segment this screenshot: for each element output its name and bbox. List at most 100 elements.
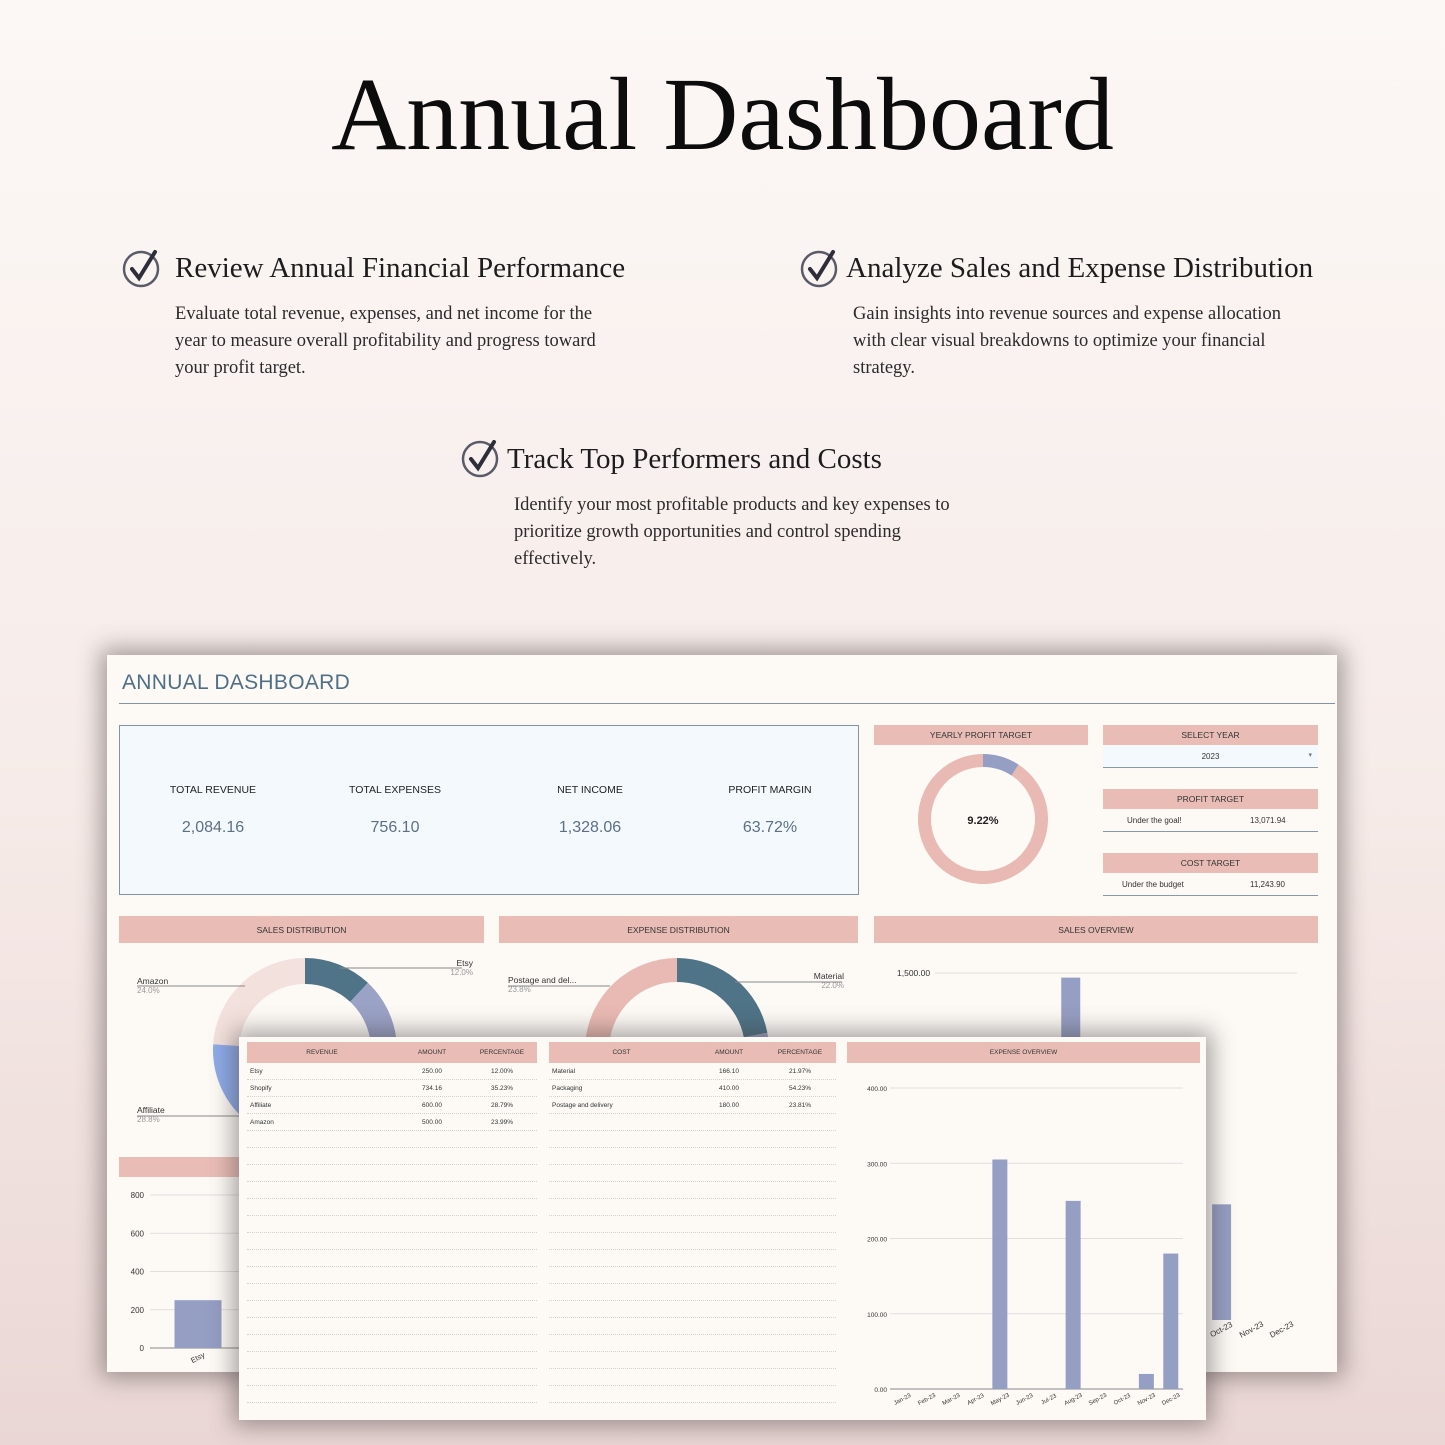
table-cell-value: 35.23%: [490, 1084, 514, 1092]
x-tick-label: Jan-23: [893, 1393, 913, 1407]
empty-row: [247, 1165, 537, 1182]
empty-row: [247, 1318, 537, 1335]
x-tick-label: Apr-23: [967, 1393, 986, 1407]
empty-row: [247, 1335, 537, 1352]
expense-overview-header: EXPENSE OVERVIEW: [847, 1042, 1200, 1063]
x-tick-label: Jul-23: [1041, 1393, 1059, 1406]
feature-text: Identify your most profitable products a…: [514, 495, 950, 569]
cost-target-amount: 11,243.90: [1250, 879, 1285, 889]
kpi-value: 1,328.06: [558, 819, 622, 836]
check-circle-icon: [461, 440, 499, 478]
empty-row: [549, 1216, 836, 1233]
cost-target-header: COST TARGET: [1103, 853, 1318, 873]
bar-dec-23: [1163, 1253, 1179, 1389]
profit-target-header: PROFIT TARGET: [1103, 789, 1318, 809]
empty-row: [549, 1233, 836, 1250]
table-row: Shopify 734.16 35.23%: [247, 1080, 537, 1097]
kpi-label: PROFIT MARGIN: [728, 784, 812, 796]
table-row: Postage and delivery 180.00 23.81%: [549, 1097, 836, 1114]
bar-aug-23: [1065, 1200, 1081, 1389]
table-cell-value: 734.16: [422, 1084, 442, 1092]
feature-text: Evaluate total revenue, expenses, and ne…: [175, 304, 596, 378]
kpi-label: TOTAL EXPENSES: [348, 784, 441, 796]
table-cell-value: 21.97%: [788, 1067, 812, 1075]
table-cell-value: 180.00: [719, 1101, 739, 1109]
empty-row: [247, 1267, 537, 1284]
table-row: Affiliate 600.00 28.79%: [247, 1097, 537, 1114]
empty-row: [549, 1114, 836, 1131]
kpi-net-income: NET INCOME 1,328.06: [500, 784, 680, 837]
sales-overview-header: SALES OVERVIEW: [874, 916, 1318, 943]
detail-panel: REVENUE AMOUNT PERCENTAGE Etsy 250.00 12.00%…: [239, 1037, 1206, 1420]
affiliate-label: Affiliate 28.8%: [137, 1105, 165, 1124]
empty-row: [549, 1199, 836, 1216]
material-label: Material 22.0%: [813, 971, 844, 990]
table-cell-name: Etsy: [250, 1067, 263, 1075]
hero-title: Annual Dashboard: [331, 57, 1114, 172]
kpi-profit-margin: PROFIT MARGIN 63.72%: [680, 784, 860, 837]
title-divider: [119, 703, 1335, 704]
empty-row: [549, 1165, 836, 1182]
empty-row: [247, 1352, 537, 1369]
empty-row: [247, 1199, 537, 1216]
empty-row: [549, 1284, 836, 1301]
bar-may-23: [992, 1159, 1008, 1389]
year-select[interactable]: 2023 ▾: [1103, 746, 1318, 768]
postage-label: Postage and del... 23.8%: [508, 975, 577, 994]
check-circle-icon: [122, 250, 160, 288]
table-cell-value: 54.23%: [788, 1084, 812, 1092]
table-cell-name: Amazon: [250, 1118, 274, 1126]
kpi-total-expenses: TOTAL EXPENSES 756.10: [305, 784, 485, 837]
empty-row: [247, 1131, 537, 1148]
empty-row: [549, 1250, 836, 1267]
table-cell-value: 23.99%: [490, 1118, 514, 1126]
kpi-label: TOTAL REVENUE: [169, 784, 257, 796]
cost-target-row: Under the budget 11,243.90: [1103, 873, 1318, 896]
table-cell-name: Affiliate: [250, 1101, 272, 1109]
empty-row: [247, 1284, 537, 1301]
table-cell-value: 250.00: [422, 1067, 442, 1075]
sales-distribution-header: SALES DISTRIBUTION: [119, 916, 484, 943]
table-header: COST AMOUNT PERCENTAGE: [549, 1042, 836, 1063]
feature-text: Gain insights into revenue sources and e…: [853, 304, 1281, 378]
empty-row: [549, 1301, 836, 1318]
x-tick-label: Dec-23: [1161, 1392, 1181, 1407]
x-tick-label: Nov-23: [1137, 1392, 1157, 1407]
cost-table: COST AMOUNT PERCENTAGE Material 166.10 21.97…: [549, 1042, 836, 1403]
y-tick-label: 300.00: [867, 1161, 887, 1168]
empty-row: [247, 1216, 537, 1233]
y-tick-label: 0.00: [874, 1387, 887, 1394]
kpi-total-revenue: TOTAL REVENUE 2,084.16: [123, 784, 303, 837]
empty-row: [549, 1352, 836, 1369]
table-row: Packaging 410.00 54.23%: [549, 1080, 836, 1097]
empty-row: [247, 1148, 537, 1165]
empty-row: [247, 1182, 537, 1199]
kpi-value: 2,084.16: [181, 819, 245, 836]
empty-row: [549, 1148, 836, 1165]
table-cell-value: 600.00: [422, 1101, 442, 1109]
expense-overview-chart: 0.00 100.00 200.00 300.00 400.00 Jan-23 Feb-23…: [867, 1086, 1183, 1407]
table-cell-value: 12.00%: [490, 1067, 514, 1075]
profit-target-amount: 13,071.94: [1250, 815, 1286, 825]
select-year-header: SELECT YEAR: [1103, 725, 1318, 745]
bar-nov-23: [1138, 1373, 1154, 1389]
yearly-profit-target-header: YEARLY PROFIT TARGET: [874, 725, 1088, 745]
x-tick-label: Aug-23: [1064, 1392, 1084, 1407]
x-tick-label: Mar-23: [942, 1392, 962, 1407]
table-cell-name: Material: [552, 1067, 576, 1075]
empty-row: [549, 1131, 836, 1148]
table-cell-value: 166.10: [719, 1067, 739, 1075]
table-cell-value: 28.79%: [490, 1101, 514, 1109]
empty-row: [549, 1386, 836, 1403]
table-row: Material 166.10 21.97%: [549, 1063, 836, 1080]
empty-row: [549, 1369, 836, 1386]
table-cell-name: Postage and delivery: [552, 1101, 613, 1109]
table-cell-value: 410.00: [719, 1084, 739, 1092]
kpi-summary: TOTAL REVENUE 2,084.16 TOTAL EXPENSES 756.…: [119, 725, 859, 895]
empty-row: [549, 1182, 836, 1199]
dropdown-arrow-icon[interactable]: ▾: [1308, 752, 1312, 759]
empty-row: [247, 1386, 537, 1403]
amazon-label: Amazon 24.0%: [137, 976, 169, 995]
empty-row: [247, 1301, 537, 1318]
feature-title: Track Top Performers and Costs: [507, 443, 882, 475]
